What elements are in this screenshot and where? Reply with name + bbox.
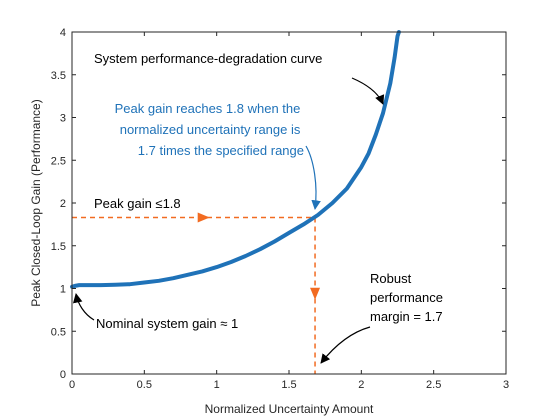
series-line-0: [70, 30, 401, 289]
arrow-robust-margin: [320, 326, 371, 364]
annotation-nominal-gain: Nominal system gain ≈ 1: [96, 316, 238, 331]
x-axis-label: Normalized Uncertainty Amount: [205, 402, 374, 416]
arrow-nominal-gain: [72, 293, 95, 321]
y-tick-label: 2.5: [51, 155, 66, 167]
annotation-robust-margin: Robust performance margin = 1.7: [370, 271, 447, 324]
y-tick-label: 4: [60, 27, 66, 39]
plot-background: [72, 32, 506, 374]
y-tick-label: 1: [60, 284, 66, 296]
y-tick-label: 1.5: [51, 241, 66, 253]
y-tick-label: 2: [60, 198, 66, 210]
series-layer: [70, 30, 401, 289]
reference-lines: [72, 212, 321, 374]
reference-arrowhead-vertical: [310, 287, 321, 300]
arrow-degradation-curve: [351, 77, 385, 105]
x-tick-label: 1: [214, 379, 220, 391]
y-axis-label: Peak Closed-Loop Gain (Performance): [29, 99, 43, 306]
arrow-peak-point: [305, 145, 321, 210]
x-tick-label: 0: [69, 379, 75, 391]
x-tick-label: 3: [503, 379, 509, 391]
plot-area: [72, 32, 506, 374]
x-tick-label: 2.5: [426, 379, 441, 391]
x-tick-label: 0.5: [137, 379, 152, 391]
annotation-peak-gain-reaches: Peak gain reaches 1.8 when the normalize…: [115, 101, 304, 158]
y-tick-label: 0.5: [51, 326, 66, 338]
x-tick-label: 2: [358, 379, 364, 391]
x-tick-label: 1.5: [281, 379, 296, 391]
ticks: 0 0.5 1 1.5 2 2.5 3 0 0.5 1 1.5 2 2.5 3 3.5 4: [51, 27, 509, 391]
y-tick-label: 3.5: [51, 70, 66, 82]
annotation-peak-gain-limit: Peak gain ≤1.8: [94, 196, 181, 211]
reference-arrowhead-horizontal: [197, 212, 210, 223]
annotation-degradation-curve: System performance-degradation curve: [94, 51, 322, 66]
y-tick-label: 3: [60, 113, 66, 125]
y-tick-label: 0: [60, 369, 66, 381]
